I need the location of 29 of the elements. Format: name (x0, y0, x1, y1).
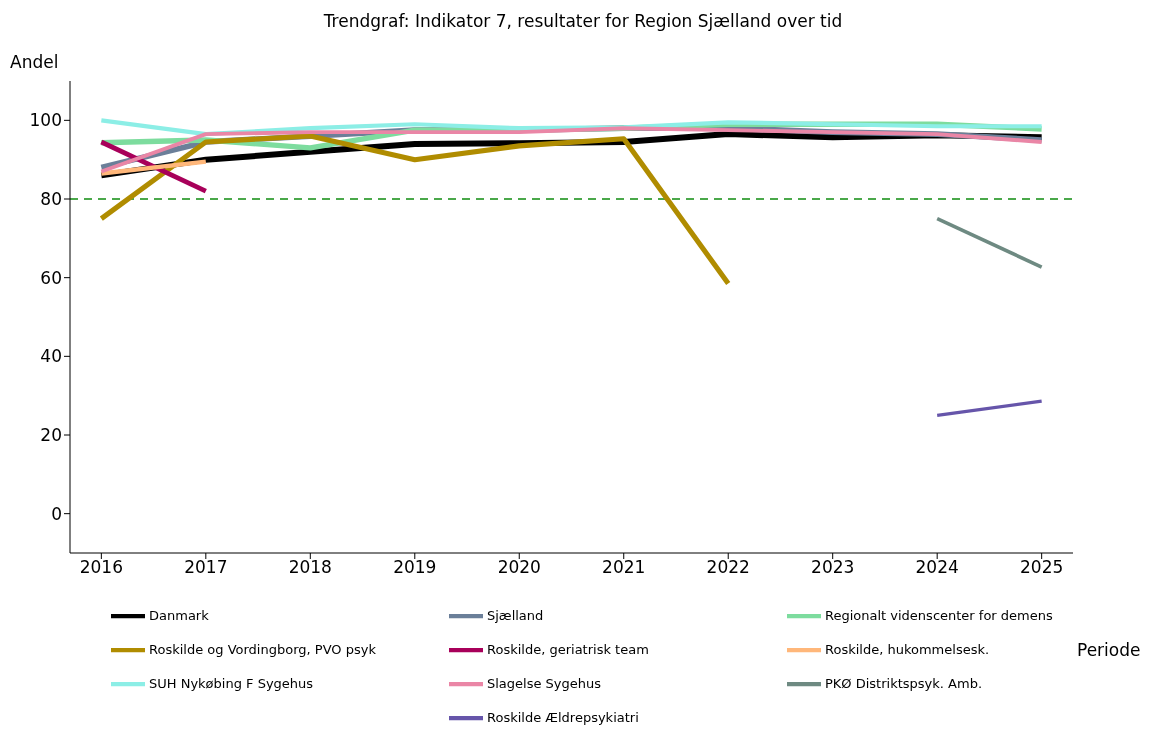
x-axis-title: Periode (1077, 640, 1141, 660)
x-tick-label: 2020 (497, 557, 541, 578)
y-tick-label: 100 (29, 110, 62, 131)
legend-label: SUH Nykøbing F Sygehus (149, 675, 315, 691)
legend-label: PKØ Distriktspsyk. Amb. (825, 675, 984, 691)
x-tick-label: 2025 (1020, 557, 1064, 578)
x-tick-label: 2017 (184, 557, 228, 578)
legend-label: Sjælland (487, 607, 545, 623)
x-tick-label: 2021 (602, 557, 646, 578)
x-tick-label: 2024 (915, 557, 959, 578)
x-tick-label: 2016 (79, 557, 123, 578)
y-tick-label: 40 (40, 346, 62, 367)
chart-title: Trendgraf: Indikator 7, resultater for Region Sjælland over tid (322, 10, 844, 33)
y-tick-label: 80 (40, 189, 62, 210)
legend-label: Slagelse Sygehus (487, 675, 603, 691)
legend-label: Roskilde, geriatrisk team (487, 641, 650, 657)
y-tick-label: 60 (40, 267, 62, 288)
x-tick-label: 2018 (288, 557, 332, 578)
y-axis-title: Andel (10, 52, 59, 72)
x-tick-label: 2019 (393, 557, 437, 578)
legend-label: Regionalt videnscenter for demens (825, 607, 1054, 623)
legend-label: Roskilde, hukommelsesk. (825, 641, 990, 657)
y-tick-label: 0 (51, 503, 62, 524)
legend-label: Roskilde Ældrepsykiatri (487, 709, 640, 725)
legend-label: Danmark (149, 607, 210, 623)
x-tick-label: 2023 (811, 557, 855, 578)
x-tick-label: 2022 (706, 557, 750, 578)
legend-label: Roskilde og Vordingborg, PVO psyk (149, 641, 377, 657)
y-tick-label: 20 (40, 425, 62, 446)
